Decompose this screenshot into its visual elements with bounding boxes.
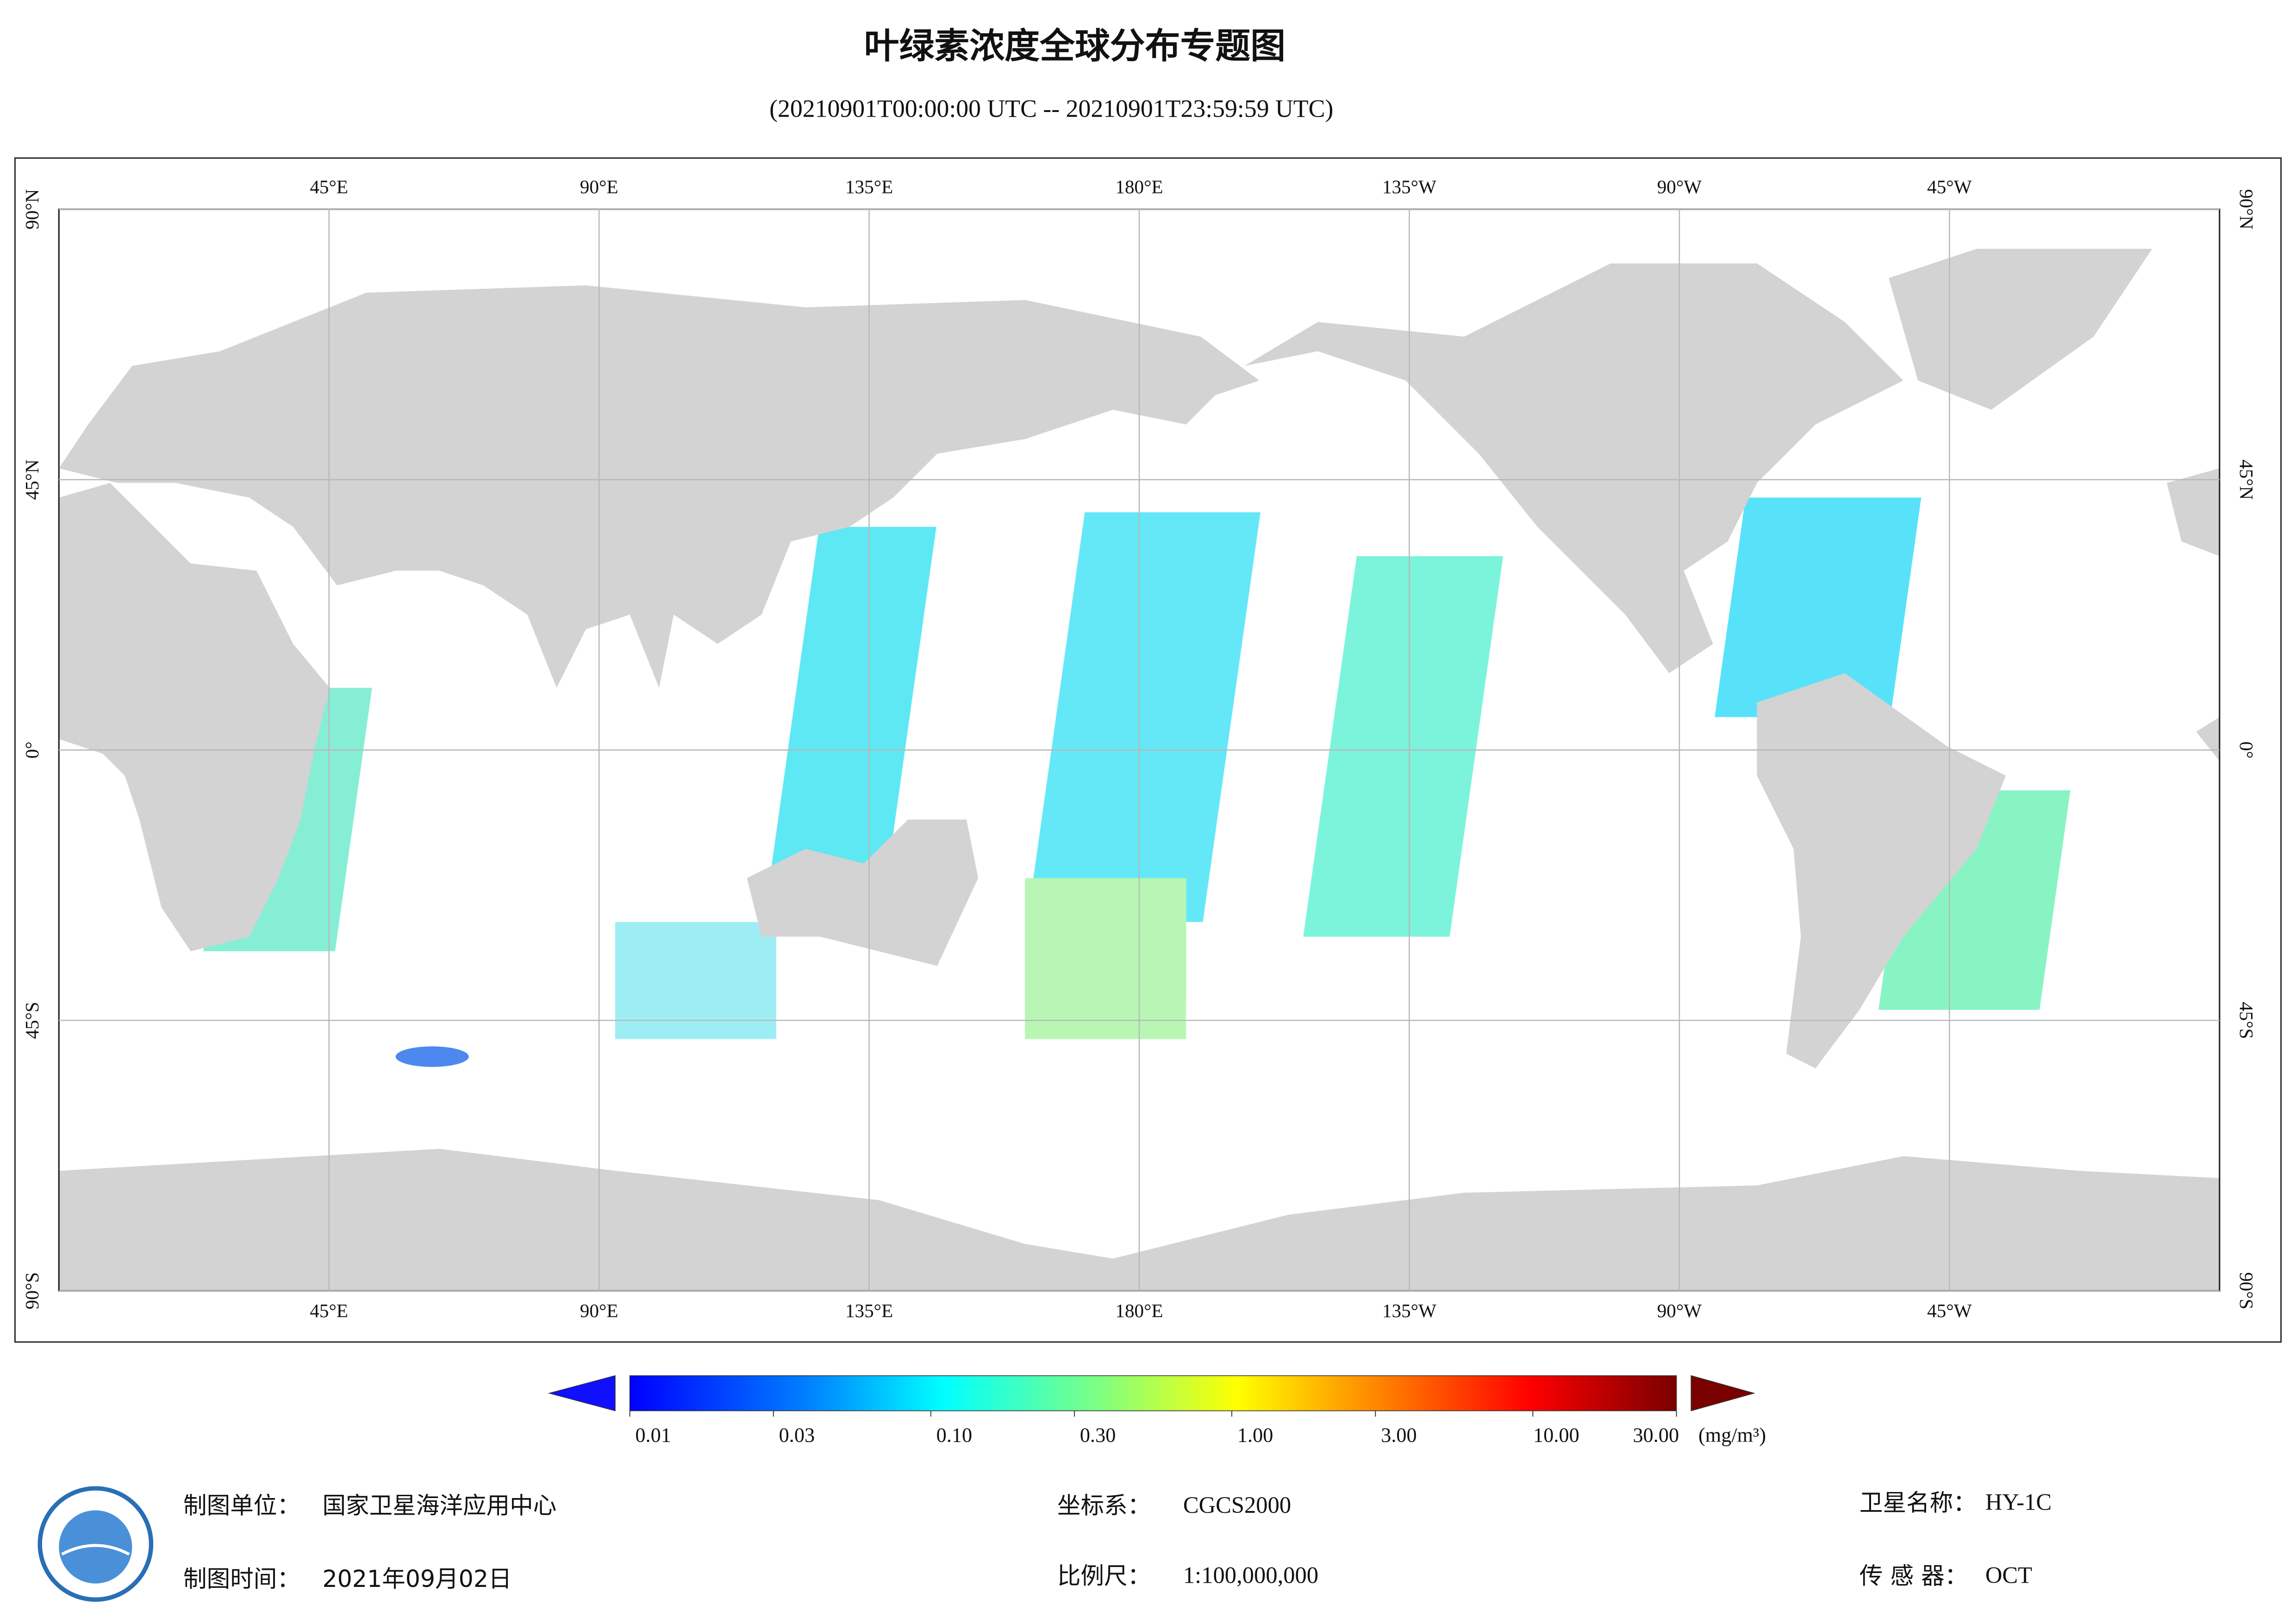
logo: [37, 1486, 154, 1602]
lat-label-right: 45°S: [2236, 1002, 2257, 1039]
lat-label-left: 45°N: [21, 460, 43, 500]
lon-label-bottom: 90°W: [1657, 1300, 1702, 1321]
lat-label-right: 90°S: [2236, 1272, 2257, 1309]
south-america: [1757, 673, 2006, 1069]
colorbar: [629, 1375, 1677, 1412]
footer-label: 比例尺：: [1057, 1562, 1151, 1589]
eurasia: [59, 285, 1260, 688]
lon-label-bottom: 90°E: [580, 1300, 618, 1321]
footer-value: CGCS2000: [1183, 1492, 1291, 1518]
swath: [1025, 878, 1186, 1039]
colorbar-tick-label: 30.00: [1633, 1424, 1679, 1447]
footer-value: HY-1C: [1985, 1489, 2052, 1515]
swath: [1715, 497, 1922, 717]
map: [58, 208, 2221, 1292]
lon-label-top: 135°E: [845, 176, 893, 197]
lon-label-top: 90°W: [1657, 176, 1702, 197]
colorbar-tick-label: 0.03: [779, 1424, 815, 1447]
footer-value: OCT: [1985, 1562, 2032, 1588]
lon-label-bottom: 135°E: [845, 1300, 893, 1321]
colorbar-unit: (mg/m³): [1698, 1424, 1766, 1447]
footer-label: 制图单位：: [183, 1492, 300, 1519]
swath: [395, 1046, 469, 1067]
subtitle: (20210901T00:00:00 UTC -- 20210901T23:59…: [769, 95, 1333, 123]
lat-label-left: 90°N: [21, 189, 43, 230]
lat-label-right: 45°N: [2236, 460, 2257, 500]
lat-label-right: 90°N: [2236, 189, 2257, 230]
footer-value: 1:100,000,000: [1183, 1562, 1318, 1588]
swath: [1027, 512, 1260, 922]
colorbar-tick-label: 0.01: [635, 1424, 671, 1447]
colorbar-tick-label: 0.10: [936, 1424, 972, 1447]
lon-label-bottom: 180°E: [1115, 1300, 1163, 1321]
europe-east: [2166, 468, 2220, 761]
lon-label-top: 180°E: [1115, 176, 1163, 197]
swath: [1303, 556, 1504, 937]
lat-label-left: 0°: [21, 741, 43, 759]
lon-label-top: 90°E: [580, 176, 618, 197]
footer-value: 国家卫星海洋应用中心: [322, 1492, 556, 1519]
swath: [615, 922, 776, 1039]
lat-label-left: 90°S: [21, 1272, 43, 1309]
lon-label-bottom: 45°E: [310, 1300, 348, 1321]
lat-label-left: 45°S: [21, 1002, 43, 1039]
title: 叶绿素浓度全球分布专题图: [864, 25, 1286, 66]
lat-label-right: 0°: [2236, 741, 2257, 759]
colorbar-tick-label: 3.00: [1381, 1424, 1416, 1447]
lon-label-top: 135°W: [1382, 176, 1436, 197]
australia: [747, 819, 979, 966]
logo-wave: [61, 1544, 130, 1556]
lon-label-top: 45°E: [310, 176, 348, 197]
map-frame: [14, 157, 2282, 1343]
footer-label: 卫星名称：: [1859, 1489, 1977, 1516]
greenland: [1889, 249, 2152, 410]
colorbar-tick-label: 1.00: [1237, 1424, 1273, 1447]
lon-label-top: 45°W: [1927, 176, 1972, 197]
colorbar-low-arrow: [548, 1375, 616, 1412]
swath: [767, 527, 936, 893]
footer-value: 2021年09月02日: [322, 1565, 512, 1592]
colorbar-tick-label: 10.00: [1533, 1424, 1579, 1447]
footer-label: 坐标系：: [1057, 1492, 1151, 1519]
lon-label-bottom: 135°W: [1382, 1300, 1436, 1321]
africa: [59, 483, 330, 951]
footer-label: 制图时间：: [183, 1565, 300, 1592]
lon-label-bottom: 45°W: [1927, 1300, 1972, 1321]
footer-label: 传 感 器：: [1859, 1562, 1968, 1589]
colorbar-high-arrow: [1691, 1375, 1756, 1412]
colorbar-tick-label: 0.30: [1080, 1424, 1116, 1447]
